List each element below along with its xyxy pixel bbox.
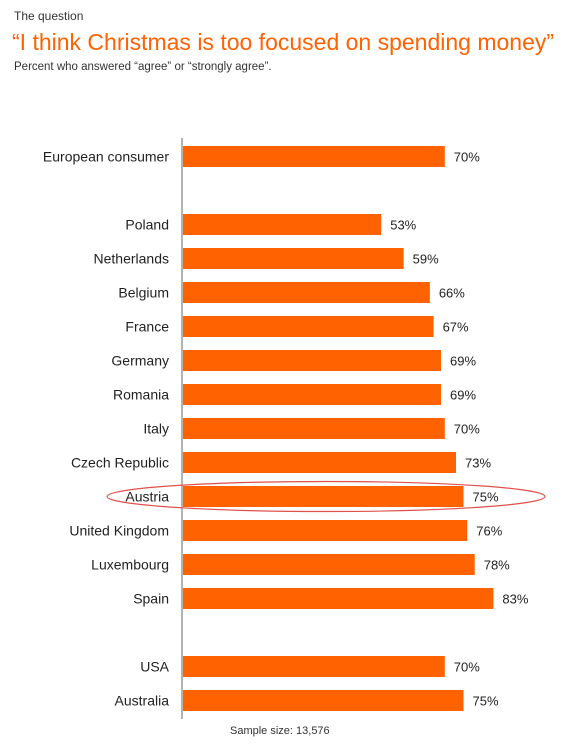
value-label-belgium: 66%	[439, 286, 465, 301]
category-label-luxembourg: Luxembourg	[91, 557, 169, 573]
value-label-germany: 69%	[450, 354, 476, 369]
bar-belgium	[183, 282, 430, 303]
chart-subtitle: Percent who answered “agree” or “strongl…	[14, 61, 272, 73]
bar-chart: European consumer 70% Poland 53% Netherlands…	[43, 138, 546, 719]
bar-poland	[183, 214, 382, 235]
value-label-united-kingdom: 76%	[476, 524, 502, 539]
value-label-netherlands: 59%	[413, 252, 439, 267]
value-label-austria: 75%	[473, 490, 499, 505]
value-label-spain: 83%	[502, 592, 528, 607]
highlight-ring	[106, 480, 546, 513]
category-label-france: France	[125, 319, 169, 335]
bar-italy	[183, 418, 445, 439]
category-label-poland: Poland	[125, 217, 169, 233]
bar-france	[183, 316, 434, 337]
value-label-luxembourg: 78%	[484, 558, 510, 573]
category-label-germany: Germany	[111, 353, 169, 369]
value-label-usa: 70%	[454, 660, 480, 675]
bar-australia	[183, 690, 464, 711]
value-label-european-consumer: 70%	[454, 150, 480, 165]
value-label-romania: 69%	[450, 388, 476, 403]
category-label-czech-republic: Czech Republic	[71, 455, 169, 471]
bar-spain	[183, 588, 494, 609]
category-label-european-consumer: European consumer	[43, 149, 169, 165]
bar-united-kingdom	[183, 520, 468, 541]
category-label-austria: Austria	[125, 489, 169, 505]
sample-size-note: Sample size: 13,576	[230, 725, 330, 737]
bar-luxembourg	[183, 554, 475, 575]
bar-european-consumer	[183, 146, 445, 167]
category-label-australia: Australia	[115, 693, 170, 709]
eyebrow-label: The question	[14, 9, 84, 23]
category-label-italy: Italy	[143, 421, 169, 437]
value-label-poland: 53%	[390, 218, 416, 233]
value-label-czech-republic: 73%	[465, 456, 491, 471]
category-label-spain: Spain	[133, 591, 169, 607]
bar-czech-republic	[183, 452, 457, 473]
bars-layer: European consumer 70% Poland 53% Netherlands…	[43, 146, 529, 711]
category-label-belgium: Belgium	[118, 285, 169, 301]
category-label-united-kingdom: United Kingdom	[69, 523, 169, 539]
bar-romania	[183, 384, 442, 405]
value-label-france: 67%	[443, 320, 469, 335]
chart-title: “I think Christmas is too focused on spe…	[12, 29, 555, 55]
value-label-australia: 75%	[473, 694, 499, 709]
bar-germany	[183, 350, 442, 371]
category-label-netherlands: Netherlands	[94, 251, 170, 267]
bar-usa	[183, 656, 445, 677]
value-label-italy: 70%	[454, 422, 480, 437]
bar-austria	[183, 486, 464, 507]
category-label-usa: USA	[140, 659, 169, 675]
bar-netherlands	[183, 248, 404, 269]
category-label-romania: Romania	[113, 387, 169, 403]
